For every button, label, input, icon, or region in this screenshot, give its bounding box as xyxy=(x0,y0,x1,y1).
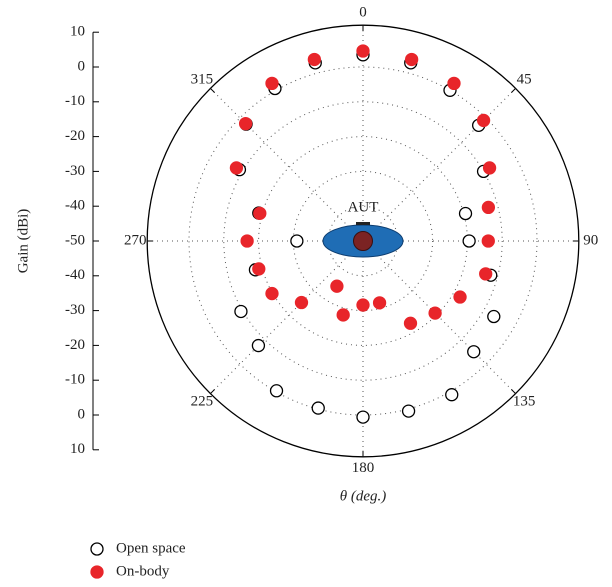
theta-tick-label: 90 xyxy=(583,232,598,248)
data-point xyxy=(265,286,279,301)
data-point xyxy=(462,234,476,248)
data-point xyxy=(238,116,253,131)
data-point xyxy=(447,76,461,91)
grid-circle xyxy=(223,101,503,381)
y-tick-label: -20 xyxy=(65,337,85,353)
y-tick-label: 0 xyxy=(78,406,86,422)
data-point xyxy=(294,295,309,310)
grid-circle xyxy=(292,170,434,312)
theta-tick-label: 180 xyxy=(352,460,375,476)
y-tick-label: -40 xyxy=(65,267,85,283)
data-point xyxy=(458,206,473,221)
theta-tick xyxy=(210,388,216,394)
data-point xyxy=(290,234,304,248)
data-point xyxy=(311,401,325,415)
data-point xyxy=(240,234,254,248)
aut-head xyxy=(353,231,373,251)
data-point xyxy=(479,267,493,281)
grid-circle xyxy=(188,66,538,416)
theta-tick-label: 0 xyxy=(359,5,367,21)
data-point xyxy=(372,296,387,310)
data-point xyxy=(336,308,350,322)
x-axis-label: θ (deg.) xyxy=(340,488,387,504)
data-point xyxy=(467,345,481,359)
annotation: AUT xyxy=(348,199,379,215)
data-point xyxy=(428,306,442,320)
legend-marker xyxy=(90,542,104,556)
y-tick-label: 10 xyxy=(70,24,85,40)
data-point xyxy=(356,44,370,58)
y-tick-label: -10 xyxy=(65,372,85,388)
legend-marker xyxy=(90,565,104,579)
y-tick-label: -10 xyxy=(65,93,85,109)
y-tick-label: -30 xyxy=(65,163,85,179)
data-point xyxy=(265,76,279,91)
theta-tick-label: 45 xyxy=(517,71,532,87)
data-point xyxy=(476,113,491,128)
data-point xyxy=(487,309,501,324)
data-point xyxy=(482,161,497,175)
data-point xyxy=(403,316,418,330)
data-point xyxy=(251,338,266,353)
data-point xyxy=(252,262,266,276)
data-point xyxy=(401,404,416,418)
data-point xyxy=(229,161,244,175)
theta-tick-label: 135 xyxy=(513,394,536,410)
data-point xyxy=(269,384,284,398)
y-tick-label: 10 xyxy=(70,441,85,457)
data-point xyxy=(330,279,344,293)
grid-spoke xyxy=(362,88,516,242)
theta-tick xyxy=(510,388,516,394)
data-point xyxy=(234,304,248,319)
data-point xyxy=(356,410,370,424)
legend-label: On-body xyxy=(116,563,170,579)
data-point xyxy=(356,298,370,312)
data-point xyxy=(453,290,467,304)
y-axis-label: Gain (dBi) xyxy=(15,209,31,274)
data-point xyxy=(253,206,267,220)
y-tick-label: -20 xyxy=(65,128,85,144)
grid-spoke xyxy=(362,240,516,394)
data-point xyxy=(481,200,496,215)
y-tick-label: -40 xyxy=(65,198,85,214)
aut-bar xyxy=(356,222,370,225)
theta-tick-label: 315 xyxy=(191,71,214,87)
grid-spoke xyxy=(210,88,364,242)
y-tick-label: 0 xyxy=(78,58,86,74)
theta-tick-label: 225 xyxy=(191,394,214,410)
y-tick-label: -30 xyxy=(65,302,85,318)
grid-spoke xyxy=(210,240,364,394)
theta-tick xyxy=(210,88,216,94)
theta-tick-label: 270 xyxy=(124,232,147,248)
y-tick-label: -50 xyxy=(65,232,85,248)
legend-label: Open space xyxy=(116,540,186,556)
theta-tick xyxy=(510,88,516,94)
data-point xyxy=(481,234,495,248)
data-point xyxy=(445,388,459,402)
data-point xyxy=(404,52,419,67)
data-point xyxy=(307,52,322,67)
